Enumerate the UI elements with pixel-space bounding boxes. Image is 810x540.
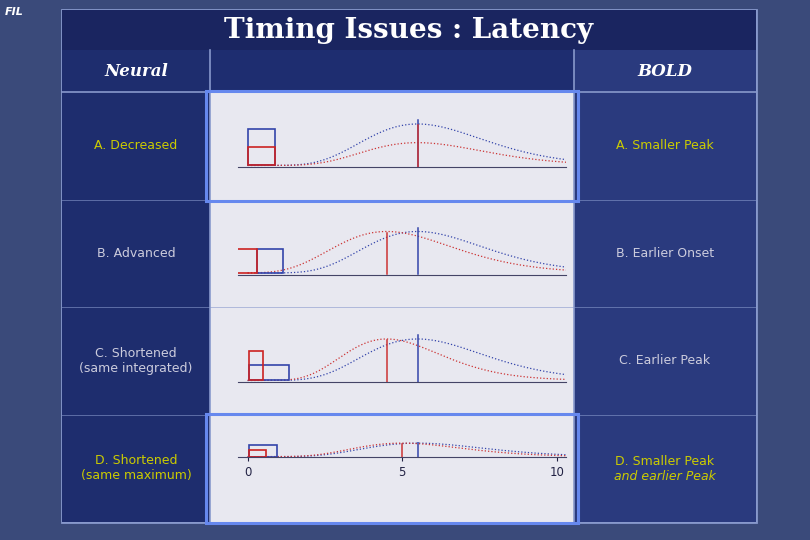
Bar [62, 10, 756, 522]
Text: Timing Issues : Latency: Timing Issues : Latency [224, 17, 594, 44]
Text: A. Decreased: A. Decreased [95, 139, 177, 152]
Bar [231, 249, 257, 273]
Bar [62, 10, 756, 50]
Bar [249, 350, 263, 381]
Text: and earlier Peak: and earlier Peak [614, 470, 716, 483]
Bar [210, 92, 574, 199]
Bar [257, 249, 283, 273]
Text: C. Shortened
(same integrated): C. Shortened (same integrated) [79, 347, 193, 375]
Text: B. Earlier Onset: B. Earlier Onset [616, 247, 714, 260]
Bar [62, 50, 210, 522]
Bar [210, 199, 574, 307]
Bar [248, 147, 275, 165]
Bar [574, 50, 756, 522]
Bar [249, 450, 266, 457]
Text: Neural: Neural [104, 63, 168, 79]
Text: B. Advanced: B. Advanced [96, 247, 175, 260]
Text: FIL: FIL [5, 7, 23, 17]
Text: C. Earlier Peak: C. Earlier Peak [620, 354, 710, 367]
Text: D. Smaller Peak: D. Smaller Peak [616, 455, 714, 468]
Bar [210, 307, 574, 415]
Bar [249, 445, 277, 457]
Bar [248, 129, 275, 165]
Text: D. Shortened
(same maximum): D. Shortened (same maximum) [81, 454, 191, 482]
Text: BOLD: BOLD [637, 63, 693, 79]
Text: A. Smaller Peak: A. Smaller Peak [616, 139, 714, 152]
Bar [249, 364, 289, 381]
Bar [210, 415, 574, 522]
